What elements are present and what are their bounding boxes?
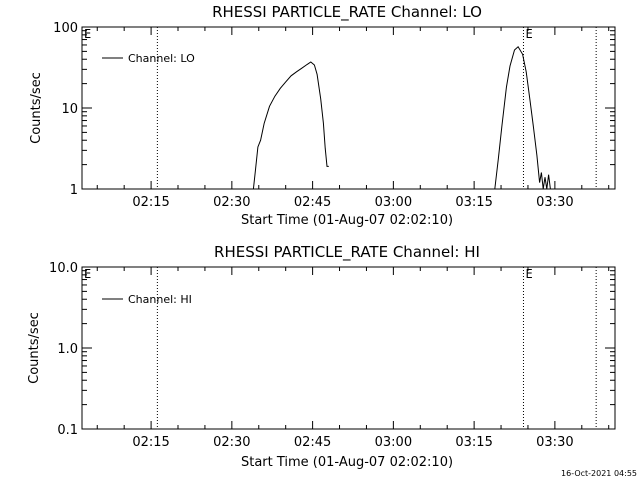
panel-hi: RHESSI PARTICLE_RATE Channel: HI Counts/… [27, 243, 616, 470]
panel-hi-ytick-label: 10.0 [49, 261, 78, 276]
panel-lo: RHESSI PARTICLE_RATE Channel: LO Counts/… [29, 3, 616, 228]
panel-lo-legend: Channel: LO [102, 52, 195, 65]
panel-lo-legend-label: Channel: LO [128, 52, 195, 65]
panel-lo-ytick-label: 10 [61, 102, 78, 117]
panel-hi-xtick-label: 03:30 [536, 435, 573, 450]
panel-lo-xtick-label: 03:00 [375, 195, 412, 210]
panel-hi-xtick-label: 02:45 [294, 435, 331, 450]
panel-hi-xtick-label: 02:15 [132, 435, 169, 450]
panel-lo-event-marker: E [84, 27, 91, 41]
panel-hi-ytick-label: 1.0 [57, 342, 78, 357]
panel-hi-title: RHESSI PARTICLE_RATE Channel: HI [214, 243, 480, 262]
panel-lo-xtick-label: 03:15 [455, 195, 492, 210]
panel-lo-event-marker: E [525, 27, 532, 41]
panel-hi-xlabel: Start Time (01-Aug-07 02:02:10) [241, 455, 453, 470]
panel-hi-legend-label: Channel: HI [128, 293, 192, 306]
panel-hi-xtick-label: 02:30 [213, 435, 250, 450]
panel-lo-xtick-label: 02:15 [132, 195, 169, 210]
panel-lo-ytick-label: 100 [53, 21, 78, 36]
panel-lo-ytick-label: 1 [70, 183, 78, 198]
panel-lo-ylabel: Counts/sec [29, 72, 44, 144]
panel-hi-ylabel: Counts/sec [27, 312, 42, 384]
panel-lo-xtick-label: 03:30 [536, 195, 573, 210]
panel-hi-ytick-label: 0.1 [57, 423, 78, 438]
panel-hi-legend: Channel: HI [102, 293, 192, 306]
panel-lo-series-line [252, 61, 329, 190]
panel-hi-event-marker: E [84, 267, 91, 281]
panel-lo-title: RHESSI PARTICLE_RATE Channel: LO [212, 3, 482, 22]
panel-hi-plot-frame [81, 266, 616, 430]
panel-hi-xtick-label: 03:15 [455, 435, 492, 450]
panel-lo-series-line [494, 46, 551, 190]
panel-lo-xlabel: Start Time (01-Aug-07 02:02:10) [241, 213, 453, 228]
panel-lo-xtick-label: 02:30 [213, 195, 250, 210]
generation-timestamp: 16-Oct-2021 04:55 [561, 469, 637, 478]
panel-hi-event-marker: E [525, 267, 532, 281]
panel-hi-xtick-label: 03:00 [375, 435, 412, 450]
panel-lo-xtick-label: 02:45 [294, 195, 331, 210]
